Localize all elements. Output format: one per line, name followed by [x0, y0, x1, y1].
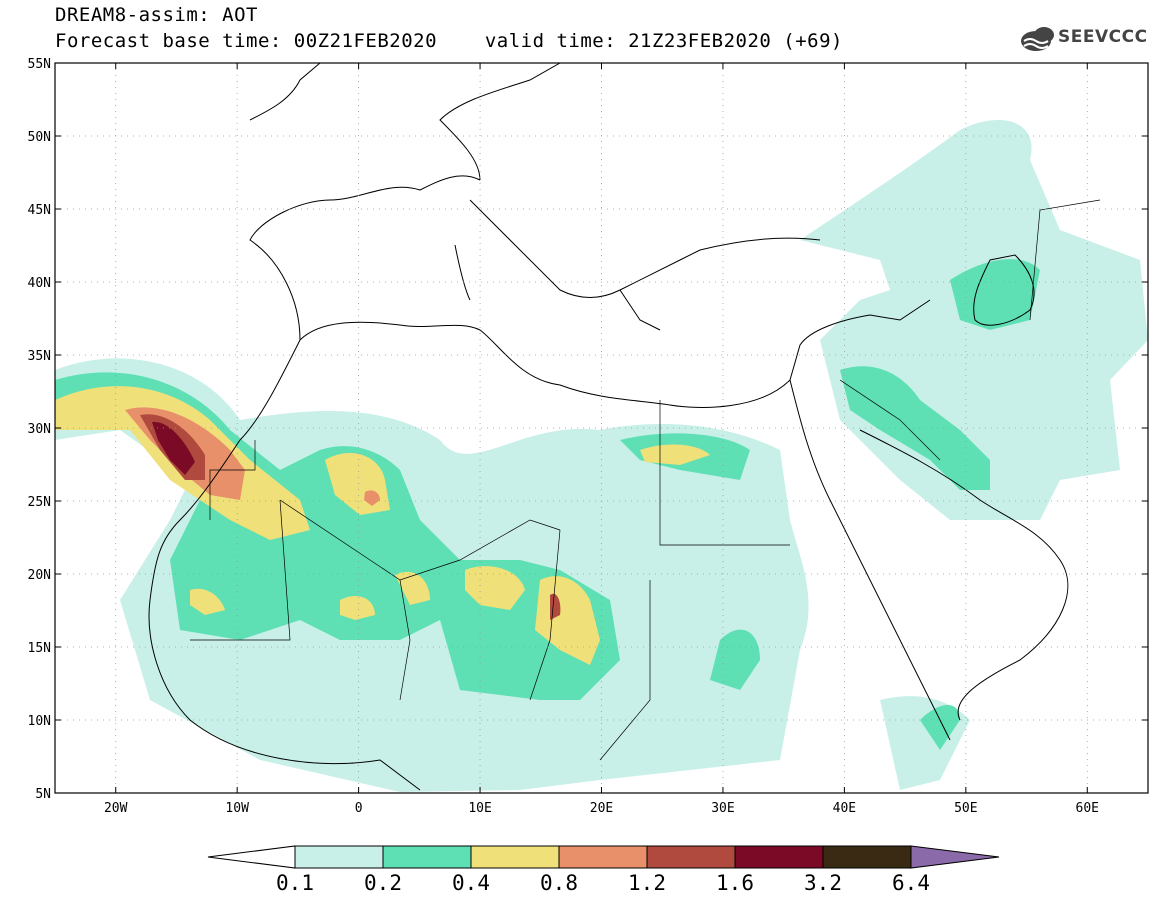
- map-title: DREAM8-assim: AOT: [55, 4, 258, 26]
- colorbar-label: 3.2: [804, 871, 842, 895]
- aot-shading: [55, 120, 1148, 792]
- lat-tick-label: 25N: [28, 495, 51, 510]
- coastlines: [148, 63, 1069, 791]
- lon-tick-label: 40E: [833, 801, 856, 816]
- forecast-times: Forecast base time: 00Z21FEB2020 valid t…: [55, 30, 843, 52]
- colorbar-label: 0.1: [276, 871, 314, 895]
- lat-tick-label: 45N: [28, 203, 51, 218]
- logo-text: SEEVCCC: [1058, 27, 1148, 47]
- cloud-icon: [1021, 27, 1054, 51]
- country-borders: [190, 199, 1101, 761]
- lat-tick-label: 20N: [28, 568, 51, 583]
- base-time: Forecast base time: 00Z21FEB2020: [55, 30, 438, 52]
- colorbar-low-arrow: [207, 845, 296, 869]
- lon-tick-label: 0: [355, 801, 363, 816]
- lat-tick-label: 35N: [28, 349, 51, 364]
- lon-tick-label: 20E: [590, 801, 613, 816]
- axis-ticks: [55, 62, 1148, 794]
- lon-tick-label: 20W: [104, 801, 128, 816]
- lat-tick-label: 30N: [28, 422, 51, 437]
- colorbar-label: 0.4: [452, 871, 490, 895]
- colorbar-swatch: [294, 845, 384, 869]
- colorbar-swatch: [822, 845, 912, 869]
- colorbar-swatch: [470, 845, 560, 869]
- aot-level-1-6: [152, 421, 195, 475]
- colorbar-swatch: [382, 845, 472, 869]
- colorbar-label: 0.8: [540, 871, 578, 895]
- lat-tick-label: 5N: [35, 787, 51, 802]
- colorbar-label: 1.2: [628, 871, 666, 895]
- colorbar-swatch: [734, 845, 824, 869]
- colorbar-label: 6.4: [892, 871, 930, 895]
- lon-tick-label: 30E: [711, 801, 734, 816]
- colorbar-label: 1.6: [716, 871, 754, 895]
- colorbar-label: 0.2: [364, 871, 402, 895]
- lon-tick-label: 50E: [954, 801, 977, 816]
- lat-tick-label: 50N: [28, 130, 51, 145]
- graticule: [55, 63, 1148, 793]
- colorbar-swatch: [558, 845, 648, 869]
- lon-tick-label: 10W: [225, 801, 249, 816]
- lat-tick-label: 40N: [28, 276, 51, 291]
- lon-tick-label: 10E: [468, 801, 491, 816]
- lat-tick-label: 10N: [28, 714, 51, 729]
- colorbar-high-arrow: [910, 845, 1000, 869]
- colorbar-swatch: [646, 845, 736, 869]
- colorbar: 0.1 0.2 0.4 0.8 1.2 1.6 3.2 6.4: [207, 845, 1000, 895]
- lon-tick-label: 60E: [1076, 801, 1099, 816]
- lat-tick-label: 55N: [28, 57, 51, 72]
- lat-tick-label: 15N: [28, 641, 51, 656]
- valid-time: valid time: 21Z23FEB2020 (+69): [484, 30, 843, 52]
- axis-labels: 5N 10N 15N 20N 25N 30N 35N 40N 45N 50N 55N 20W 10W 0 1…: [28, 57, 1100, 816]
